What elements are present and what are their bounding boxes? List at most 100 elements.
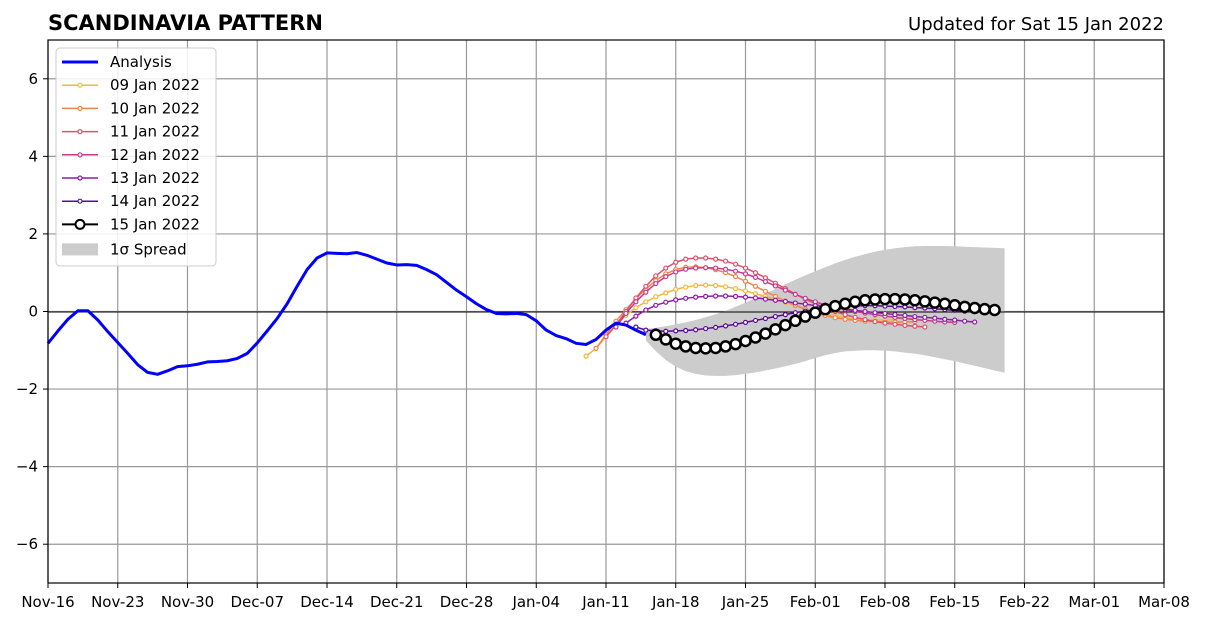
forecast-point [732, 286, 739, 292]
legend-label: 10 Jan 2022 [110, 99, 200, 117]
y-tick-label: −2 [16, 380, 38, 398]
forecast-point [852, 314, 858, 320]
legend-label: 1σ Spread [110, 240, 187, 258]
forecast-point [643, 283, 649, 289]
latest-forecast-point [659, 333, 673, 346]
latest-forecast-point [689, 341, 702, 355]
forecast-point [882, 310, 888, 317]
forecast-point [752, 270, 759, 276]
forecast-point [762, 288, 769, 294]
latest-forecast-point [649, 328, 663, 342]
forecast-point [663, 273, 669, 280]
forecast-point [722, 266, 729, 272]
x-tick-label: Mar-01 [1068, 593, 1120, 611]
y-tick-label: −4 [16, 458, 38, 476]
forecast-point [942, 316, 948, 322]
latest-forecast-point [878, 292, 892, 306]
x-tick-label: Mar-08 [1138, 593, 1190, 611]
forecast-point [752, 274, 759, 280]
forecast-point [713, 256, 719, 262]
x-tick-label: Jan-25 [721, 593, 770, 611]
forecast-point [623, 310, 629, 317]
latest-forecast-point [888, 292, 902, 306]
forecast-point [683, 295, 689, 301]
forecast-point [902, 322, 908, 329]
forecast-point [792, 300, 798, 306]
latest-forecast-point [958, 300, 971, 314]
latest-forecast-point [789, 314, 802, 328]
forecast-point [713, 282, 719, 289]
forecast-point [732, 273, 739, 280]
forecast-point [703, 282, 709, 288]
latest-forecast-point [848, 295, 862, 309]
legend-label: 14 Jan 2022 [110, 192, 200, 210]
forecast-point [742, 265, 749, 271]
latest-forecast-point [838, 297, 852, 310]
forecast-point [732, 293, 739, 299]
forecast-point [693, 265, 699, 271]
forecast-point [643, 327, 649, 333]
chart-title: SCANDINAVIA PATTERN [48, 11, 323, 35]
forecast-point [892, 312, 898, 318]
forecast-point [603, 334, 609, 340]
forecast-point [593, 345, 599, 351]
forecast-point [742, 271, 749, 277]
forecast-point [633, 305, 639, 311]
forecast-point [683, 327, 689, 334]
forecast-series [603, 255, 928, 340]
forecast-point [862, 308, 868, 315]
forecast-point [912, 313, 918, 320]
forecast-point [633, 299, 639, 305]
forecast-point [782, 298, 788, 305]
forecast-point [872, 318, 878, 325]
y-tick-label: 2 [28, 225, 38, 243]
forecast-point [643, 289, 649, 295]
forecast-point [772, 283, 778, 289]
forecast-point [683, 256, 689, 262]
forecast-point [802, 301, 808, 307]
forecast-point [742, 288, 749, 294]
legend-swatch-marker [77, 198, 83, 204]
x-tick-label: Dec-14 [300, 593, 354, 611]
forecast-point [653, 294, 659, 300]
forecast-point [772, 313, 778, 320]
forecast-point [892, 321, 898, 327]
forecast-point [683, 284, 689, 290]
forecast-point [732, 261, 739, 267]
forecast-point [683, 266, 689, 272]
forecast-point [792, 310, 798, 316]
legend-swatch-spread [62, 243, 98, 256]
forecast-point [782, 287, 788, 293]
latest-forecast-point [729, 337, 742, 351]
x-tick-label: Feb-15 [929, 593, 980, 611]
forecast-point [583, 353, 589, 359]
forecast-point [693, 294, 699, 300]
latest-forecast-point [948, 299, 961, 312]
latest-forecast-point [809, 306, 822, 319]
x-tick-label: Nov-30 [161, 593, 214, 611]
forecast-point [663, 328, 669, 334]
forecast-point [832, 315, 838, 321]
latest-forecast-point [709, 341, 722, 355]
forecast-point [663, 265, 669, 271]
forecast-point [802, 295, 808, 301]
forecast-point [872, 310, 878, 316]
forecast-point [772, 297, 778, 303]
x-tick-label: Jan-04 [511, 593, 560, 611]
forecast-point [912, 323, 918, 329]
x-tick-label: Nov-23 [91, 593, 144, 611]
forecast-point [613, 324, 619, 330]
forecast-point [932, 315, 938, 321]
latest-forecast-point [868, 293, 882, 306]
forecast-point [663, 299, 669, 305]
latest-forecast-point [858, 294, 872, 307]
latest-forecast-point [719, 340, 732, 353]
chart-subtitle: Updated for Sat 15 Jan 2022 [908, 14, 1164, 35]
forecast-point [792, 291, 798, 298]
forecast-point [962, 318, 968, 324]
latest-forecast-point [749, 331, 762, 344]
forecast-point [742, 294, 749, 300]
x-tick-label: Jan-11 [581, 593, 630, 611]
latest-forecast-point [799, 310, 812, 323]
x-tick-label: Dec-28 [440, 593, 494, 611]
